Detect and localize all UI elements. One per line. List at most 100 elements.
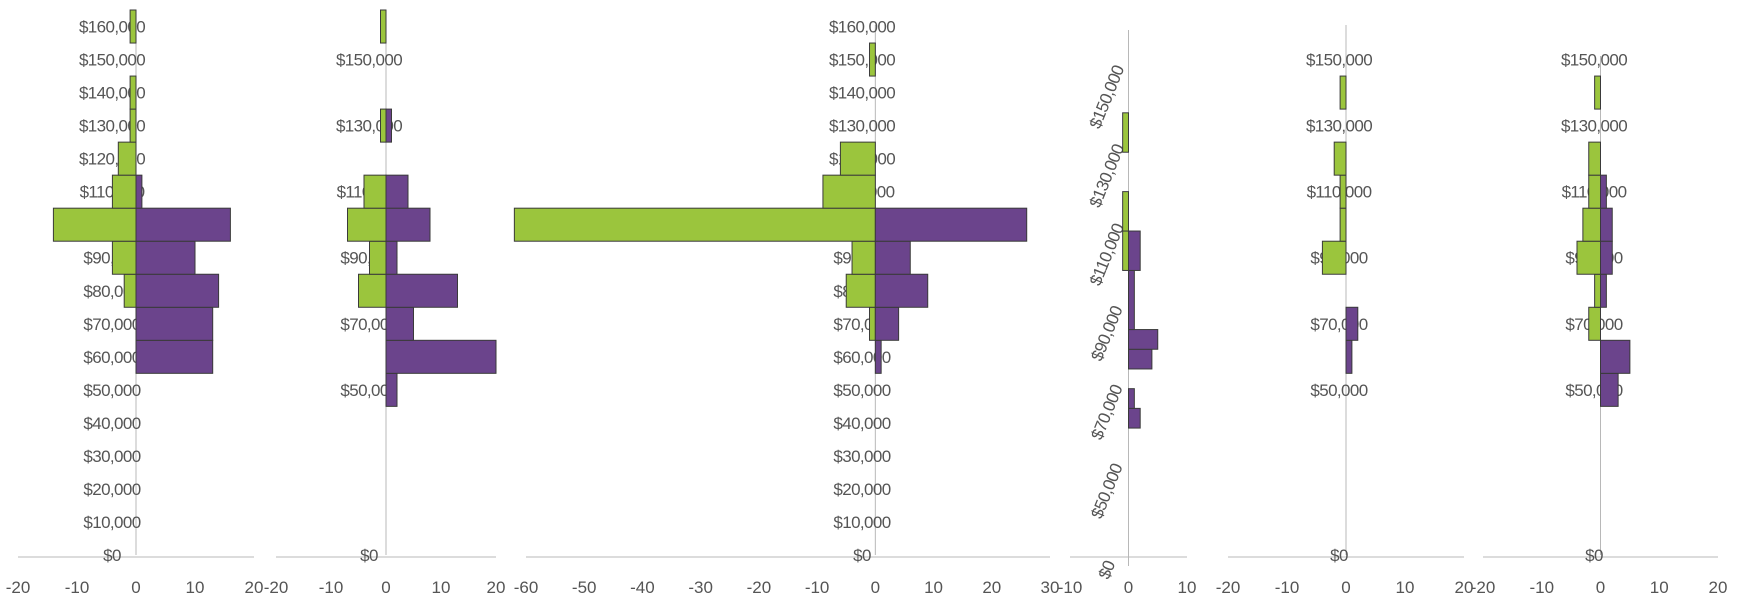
y-tick-label: $10,000 [833,513,890,532]
left-bar [129,9,137,44]
left-bar [129,75,137,110]
left-bar [52,207,137,242]
chart-panel-6: -20-1001020$0$50,000$70,000$90,000$110,0… [1471,51,1728,597]
x-tick-label: 10 [1396,578,1415,597]
y-tick-label: $40,000 [833,414,890,433]
chart-panel-1: -20 -10 0 10 20 $0 $10,000 $20,000 $30,000 $40,00… [6,9,264,597]
x-tick-label: 10 [432,578,451,597]
left-bar [1122,112,1130,153]
left-bar [380,108,387,143]
x-tick-label: -10 [805,578,830,597]
right-bar [1600,240,1613,275]
x-tick-label: 0 [1124,578,1133,597]
x-tick-label: -10 [1058,578,1083,597]
left-bar [1321,240,1347,275]
chart-panel-2: -20-1001020$0$50,000$70,000$90,000$110,0… [264,9,506,597]
y-tick-label: $0 [853,546,871,565]
y-tick-label: $20,000 [833,480,890,499]
left-bar [869,42,876,77]
right-bar [135,306,214,341]
y-tick-label: $140,000 [79,84,145,103]
x-tick-label: 10 [186,578,205,597]
right-bar [874,207,1028,242]
left-bar [1576,240,1601,275]
chart-panel-3: -60 -50 -40 -30 -20 -10 0 10 20 30 $0 $10,000 $20,00… [514,18,1060,597]
right-bar [1600,339,1631,374]
x-tick-label: -40 [630,578,655,597]
left-bar [1594,273,1601,308]
right-bar [1128,230,1141,271]
y-tick-label: $0 [103,546,121,565]
y-tick-label: $70,000 [340,315,397,334]
y-tick-label: $50,000 [83,381,140,400]
y-tick-label: $130,000 [1306,117,1372,136]
left-bar [1339,75,1347,110]
chart-panel-4: -10 0 10 $0 $50,000 $70,000 $90,000 $110,000 $13… [1058,30,1196,597]
right-bar [385,108,392,143]
x-tick-label: -50 [572,578,597,597]
left-bar [117,141,137,176]
x-tick-label: -10 [319,578,344,597]
x-tick-label: 10 [1650,578,1669,597]
y-tick-label: $0 [1095,558,1119,582]
left-bar [1333,141,1347,176]
y-tick-label: $70,000 [1310,315,1367,334]
right-bar [874,306,900,341]
right-bar [135,240,196,275]
right-bar [1345,306,1359,341]
y-tick-label: $150,000 [79,51,145,70]
left-bar [1588,141,1601,176]
y-tick-label: $20,000 [83,480,140,499]
y-tick-label: $60,000 [833,348,890,367]
right-bar [1600,372,1619,407]
left-bar [129,108,137,143]
left-bar [513,207,876,242]
y-tick-label: $40,000 [83,414,140,433]
right-bar [1600,273,1607,308]
x-tick-label: -20 [6,578,31,597]
y-tick-label: $50,000 [340,381,397,400]
left-bar [1122,230,1130,271]
right-bar [385,339,497,374]
right-bar [1128,388,1135,409]
right-bar [1600,174,1607,209]
left-bar [1594,75,1601,110]
x-tick-label: 20 [487,578,506,597]
right-bar [385,174,409,209]
left-bar [369,240,387,275]
y-tick-label: $0 [360,546,378,565]
left-bar [851,240,876,275]
y-tick-label: $90,000 [1087,303,1126,363]
x-tick-label: 20 [245,578,264,597]
x-tick-label: -10 [1275,578,1300,597]
right-bar [1128,348,1153,370]
left-bar [1339,174,1347,209]
x-tick-label: 20 [1709,578,1728,597]
y-tick-label: $150,000 [829,51,895,70]
right-bar [385,207,431,242]
x-tick-label: -60 [514,578,539,597]
left-bar [1122,191,1130,232]
left-bar [111,174,137,209]
x-tick-label: -20 [1216,578,1241,597]
right-bar [385,372,398,407]
right-bar [135,273,220,308]
right-bar [1128,407,1141,429]
y-tick-label: $140,000 [829,84,895,103]
left-bar [363,174,387,209]
left-bar [1339,207,1347,242]
left-bar [1582,207,1601,242]
left-bar [111,240,137,275]
y-tick-label: $110,000 [1086,221,1128,288]
right-bar [1600,207,1613,242]
y-tick-label: $130,000 [829,117,895,136]
x-tick-label: -20 [747,578,772,597]
y-tick-label: $50,000 [833,381,890,400]
y-tick-label: $0 [1330,546,1348,565]
right-bar [385,240,398,275]
left-bar [869,306,876,341]
x-tick-label: 0 [871,578,880,597]
left-bar [380,9,387,44]
right-bar [135,207,231,242]
